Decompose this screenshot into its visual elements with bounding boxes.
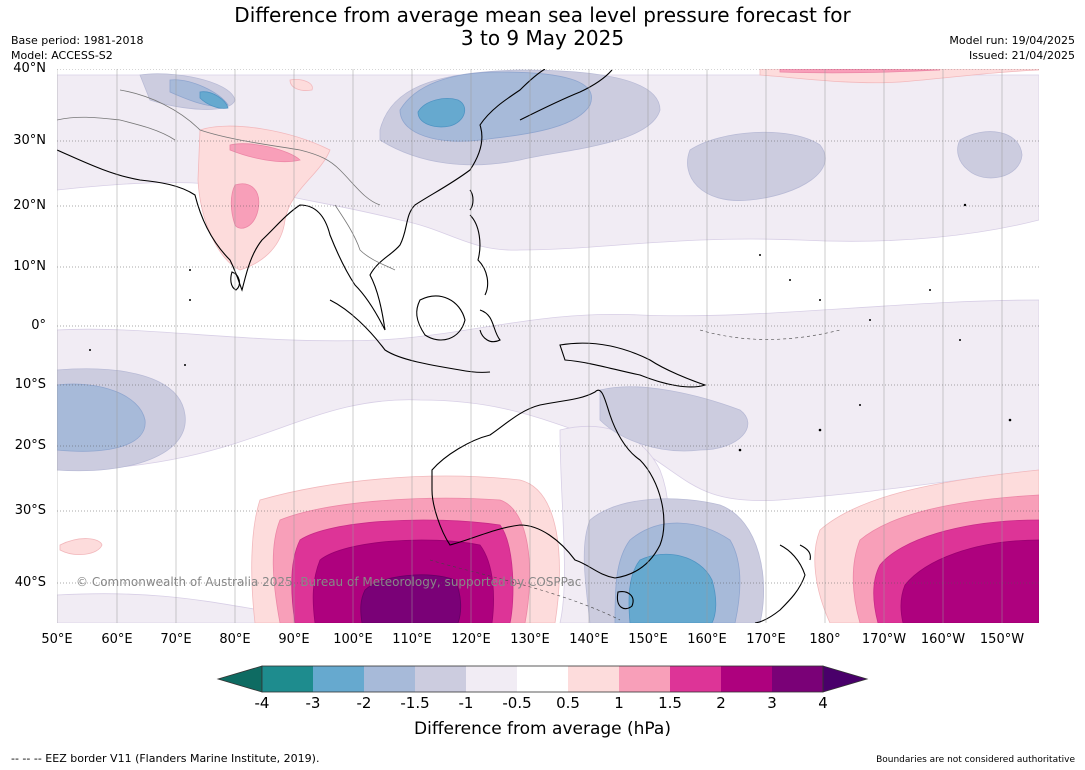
- colorbar-segment: [568, 666, 619, 692]
- latitude-label: 10°N: [13, 259, 46, 274]
- meta-left: Base period: 1981-2018 Model: ACCESS-S2: [11, 33, 143, 63]
- latitude-label: 10°S: [14, 377, 46, 392]
- longitude-label: 160°W: [920, 632, 966, 647]
- longitude-label: 120°E: [451, 632, 491, 647]
- title-line-2: 3 to 9 May 2025: [460, 26, 625, 50]
- meta-right: Model run: 19/04/2025 Issued: 21/04/2025: [949, 33, 1075, 63]
- pacific-islands: [89, 203, 1012, 452]
- longitude-label: 170°W: [861, 632, 907, 647]
- country-borders: [57, 89, 396, 271]
- boundary-disclaimer: Boundaries are not considered authoritat…: [876, 755, 1075, 765]
- colorbar-tick-label: 1: [614, 694, 624, 712]
- longitude-label: 180°: [809, 632, 841, 647]
- latitude-label: 20°S: [14, 438, 46, 453]
- base-period: Base period: 1981-2018: [11, 34, 144, 47]
- longitude-label: 80°E: [219, 632, 251, 647]
- colorbar-tick-label: -1: [458, 694, 474, 712]
- longitude-label: 150°W: [979, 632, 1025, 647]
- colorbar-tick-label: -4: [254, 694, 270, 712]
- longitude-label: 130°E: [510, 632, 550, 647]
- coast-new-guinea: [559, 342, 707, 388]
- colorbar-tick-label: -1.5: [400, 694, 430, 712]
- colorbar-segment: [619, 666, 670, 692]
- colorbar-label: Difference from average (hPa): [414, 719, 671, 739]
- coast-sumatra-java: [329, 299, 491, 373]
- latitude-label: 40°S: [14, 575, 46, 590]
- longitude-label: 150°E: [628, 632, 668, 647]
- longitude-label: 70°E: [160, 632, 192, 647]
- colorbar-segment: [721, 666, 772, 692]
- colorbar-frame: [261, 665, 824, 693]
- eez-legend-note: -- -- -- EEZ border V11 (Flanders Marine…: [11, 752, 320, 765]
- longitude-label: 140°E: [569, 632, 609, 647]
- copyright-notice: © Commonwealth of Australia 2025, Bureau…: [76, 575, 581, 589]
- longitude-label: 110°E: [392, 632, 432, 647]
- longitude-label: 50°E: [41, 632, 73, 647]
- colorbar-tick-label: -3: [305, 694, 321, 712]
- anomaly-fields: [57, 69, 1039, 623]
- colorbar-tick-label: 4: [818, 694, 828, 712]
- gridlines: [57, 69, 1039, 623]
- colorbar-segment: [466, 666, 517, 692]
- model-name: Model: ACCESS-S2: [11, 49, 113, 62]
- colorbar-tick-label: -2: [356, 694, 372, 712]
- colorbar-segment: [262, 666, 313, 692]
- coast-new-zealand: [754, 544, 811, 623]
- colorbar-tick-label: 2: [716, 694, 726, 712]
- issued-date: Issued: 21/04/2025: [968, 49, 1075, 62]
- latitude-label: 30°S: [14, 503, 46, 518]
- coast-asia-mainland: [57, 69, 546, 331]
- colorbar-tick-label: -0.5: [502, 694, 532, 712]
- latitude-label: 0°: [31, 318, 46, 333]
- colorbar-segment: [415, 666, 466, 692]
- coast-philippines: [469, 214, 489, 296]
- colorbar-over-arrow: [822, 665, 869, 693]
- colorbar-under-arrow: [216, 665, 263, 693]
- coastlines: [57, 69, 811, 623]
- colorbar-segment: [313, 666, 364, 692]
- longitude-label: 170°E: [746, 632, 786, 647]
- colorbar-segment: [670, 666, 721, 692]
- coast-borneo: [416, 295, 466, 341]
- colorbar-segment: [364, 666, 415, 692]
- colorbar-segment: [772, 666, 823, 692]
- colorbar-tick-label: 3: [767, 694, 777, 712]
- longitude-label: 90°E: [278, 632, 310, 647]
- longitude-label: 100°E: [333, 632, 373, 647]
- coast-sulawesi: [479, 309, 501, 343]
- coast-sri-lanka: [230, 271, 241, 291]
- field-plus-3: [360, 574, 462, 623]
- field-minus-2: [199, 91, 717, 623]
- title-line-1: Difference from average mean sea level p…: [234, 3, 851, 27]
- colorbar: [216, 665, 869, 693]
- coast-australia: [431, 389, 665, 579]
- model-run: Model run: 19/04/2025: [949, 34, 1075, 47]
- coast-tasmania: [616, 591, 634, 610]
- eez-borders: [429, 329, 841, 621]
- chart-title: Difference from average mean sea level p…: [0, 4, 1085, 50]
- latitude-label: 20°N: [13, 198, 46, 213]
- latitude-label: 30°N: [13, 133, 46, 148]
- colorbar-tick-label: 0.5: [556, 694, 580, 712]
- coast-japan: [519, 69, 613, 121]
- longitude-label: 60°E: [101, 632, 133, 647]
- longitude-label: 160°E: [687, 632, 727, 647]
- colorbar-segment: [517, 666, 568, 692]
- latitude-label: 40°N: [13, 61, 46, 76]
- colorbar-tick-label: 1.5: [658, 694, 682, 712]
